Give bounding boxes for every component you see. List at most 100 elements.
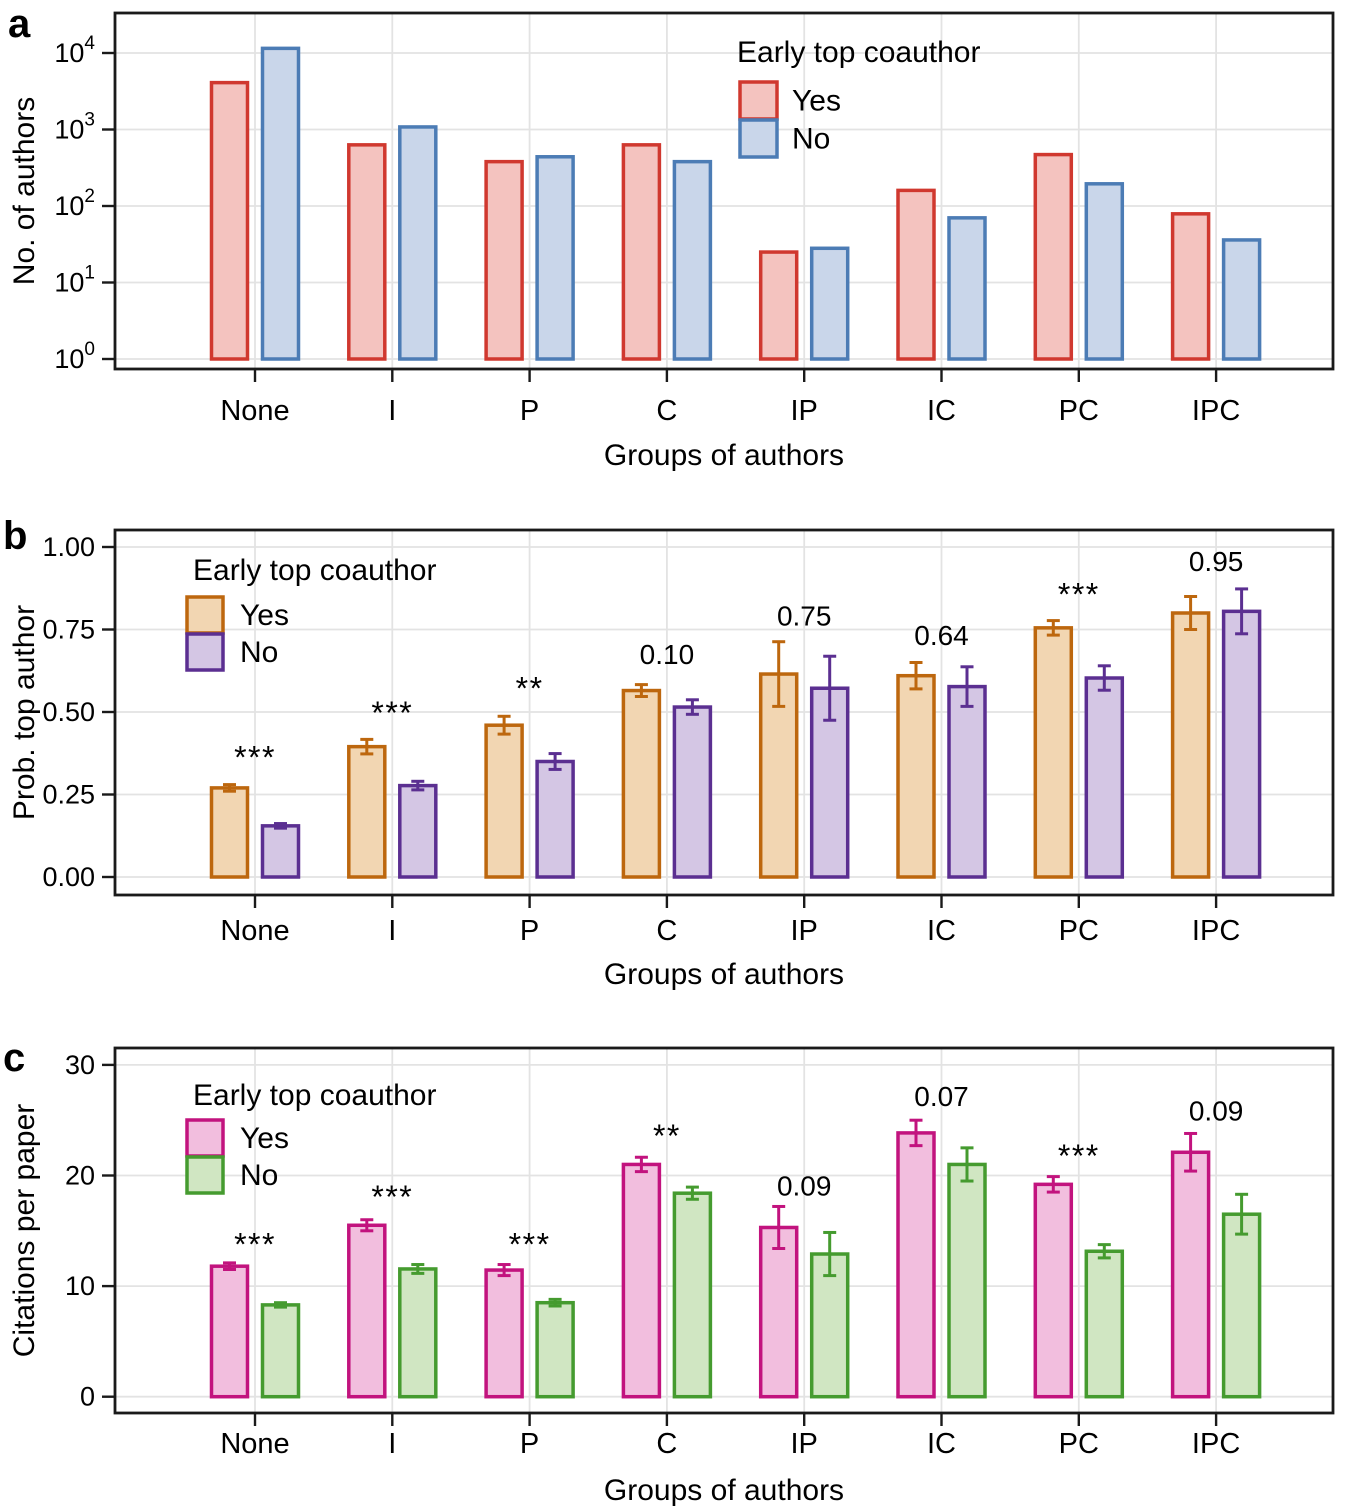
x-category-label: I bbox=[388, 1428, 396, 1460]
significance-annotation: ** bbox=[653, 1118, 681, 1154]
x-category-label: None bbox=[220, 915, 289, 947]
y-tick-label: 0.50 bbox=[42, 697, 95, 727]
significance-annotation: ** bbox=[516, 670, 544, 706]
y-tick-label: 10 bbox=[65, 1271, 95, 1301]
panel-letter-a: a bbox=[8, 2, 31, 46]
bar-no-I bbox=[398, 1267, 438, 1399]
y-tick-label: 0.00 bbox=[42, 862, 95, 892]
legend-label-yes: Yes bbox=[792, 85, 841, 118]
x-category-label: PC bbox=[1059, 1428, 1099, 1460]
significance-annotation: *** bbox=[234, 740, 276, 776]
significance-annotation: *** bbox=[1058, 1138, 1100, 1174]
legend-swatch-no bbox=[738, 118, 779, 159]
bar-no-None bbox=[260, 1303, 301, 1399]
bar-no-C bbox=[672, 1191, 713, 1399]
x-category-label: C bbox=[656, 395, 677, 427]
legend-title: Early top coauthor bbox=[193, 1079, 436, 1112]
y-tick-label: 30 bbox=[65, 1050, 95, 1080]
bar-yes-None bbox=[209, 80, 250, 361]
significance-annotation: *** bbox=[509, 1227, 551, 1263]
y-tick-label: 104 bbox=[54, 33, 95, 68]
bar-no-IPC bbox=[1221, 609, 1262, 879]
x-category-label: None bbox=[220, 1428, 289, 1460]
legend-label-no: No bbox=[240, 1159, 278, 1192]
bar-yes-I bbox=[347, 744, 387, 879]
bar-no-P bbox=[535, 155, 575, 361]
bar-no-IPC bbox=[1221, 1212, 1262, 1399]
x-category-label: C bbox=[656, 1428, 677, 1460]
y-tick-label: 101 bbox=[54, 263, 95, 298]
bar-yes-I bbox=[347, 143, 387, 361]
bar-yes-P bbox=[484, 159, 524, 361]
bar-yes-IC bbox=[896, 1131, 936, 1399]
bar-yes-None bbox=[209, 1264, 250, 1399]
y-tick-label: 100 bbox=[54, 339, 95, 374]
bar-yes-IPC bbox=[1170, 1150, 1211, 1399]
x-category-label: C bbox=[656, 915, 677, 947]
bar-yes-PC bbox=[1033, 626, 1074, 879]
bar-no-PC bbox=[1084, 676, 1125, 879]
bar-yes-IP bbox=[758, 250, 799, 361]
bar-no-C bbox=[672, 705, 713, 879]
legend-title: Early top coauthor bbox=[737, 36, 980, 69]
bar-no-IPC bbox=[1221, 238, 1262, 361]
bar-no-IC bbox=[947, 1162, 987, 1399]
bar-no-IP bbox=[809, 1252, 850, 1399]
legend-swatch-no bbox=[185, 1155, 225, 1195]
significance-annotation: *** bbox=[371, 695, 413, 731]
bar-yes-I bbox=[347, 1223, 387, 1399]
panel-letter-b: b bbox=[3, 514, 28, 558]
y-tick-label: 0 bbox=[80, 1382, 95, 1412]
bar-no-IP bbox=[809, 246, 850, 361]
y-axis-title: Prob. top author bbox=[8, 605, 41, 820]
x-axis-title: Groups of authors bbox=[604, 958, 844, 991]
significance-annotation: 0.07 bbox=[914, 1081, 969, 1112]
x-category-label: IPC bbox=[1192, 395, 1240, 427]
legend-swatch-no bbox=[185, 632, 225, 672]
x-category-label: P bbox=[520, 1428, 539, 1460]
bar-no-P bbox=[535, 1300, 575, 1399]
bar-yes-IC bbox=[896, 188, 936, 361]
x-category-label: IP bbox=[790, 1428, 817, 1460]
y-tick-label: 0.25 bbox=[42, 780, 95, 810]
y-axis-title: Citations per paper bbox=[8, 1104, 41, 1357]
legend-label-yes: Yes bbox=[240, 599, 289, 632]
bar-yes-C bbox=[621, 688, 662, 879]
y-axis-title: No. of authors bbox=[8, 97, 41, 285]
y-tick-label: 102 bbox=[54, 186, 95, 221]
significance-annotation: 0.95 bbox=[1189, 546, 1244, 577]
bar-no-PC bbox=[1084, 182, 1125, 361]
significance-annotation: 0.09 bbox=[1189, 1095, 1244, 1126]
y-tick-label: 103 bbox=[54, 110, 95, 145]
x-category-label: None bbox=[220, 395, 289, 427]
bar-no-P bbox=[535, 759, 575, 879]
bar-no-C bbox=[672, 159, 713, 361]
significance-annotation: *** bbox=[371, 1179, 413, 1215]
legend-swatch-yes bbox=[185, 595, 225, 635]
x-category-label: IPC bbox=[1192, 1428, 1240, 1460]
plot-frame bbox=[113, 1046, 1335, 1415]
bar-yes-IC bbox=[896, 673, 936, 879]
plot-background bbox=[115, 1048, 1333, 1413]
bar-no-I bbox=[398, 125, 438, 361]
x-category-label: IP bbox=[790, 915, 817, 947]
x-category-label: I bbox=[388, 915, 396, 947]
x-category-label: I bbox=[388, 395, 396, 427]
bar-yes-None bbox=[209, 786, 250, 879]
plot-frame bbox=[113, 11, 1335, 371]
bar-no-None bbox=[260, 824, 301, 879]
x-category-label: IP bbox=[790, 395, 817, 427]
panel-letter-c: c bbox=[3, 1036, 26, 1080]
significance-annotation: 0.09 bbox=[777, 1171, 832, 1202]
bar-yes-P bbox=[484, 1268, 524, 1399]
bar-yes-P bbox=[484, 723, 524, 879]
bar-yes-C bbox=[621, 143, 662, 361]
bar-no-I bbox=[398, 783, 438, 879]
significance-annotation: 0.64 bbox=[914, 620, 969, 651]
bar-yes-PC bbox=[1033, 1182, 1074, 1399]
plot-background bbox=[115, 13, 1333, 369]
significance-annotation: *** bbox=[1058, 577, 1100, 613]
